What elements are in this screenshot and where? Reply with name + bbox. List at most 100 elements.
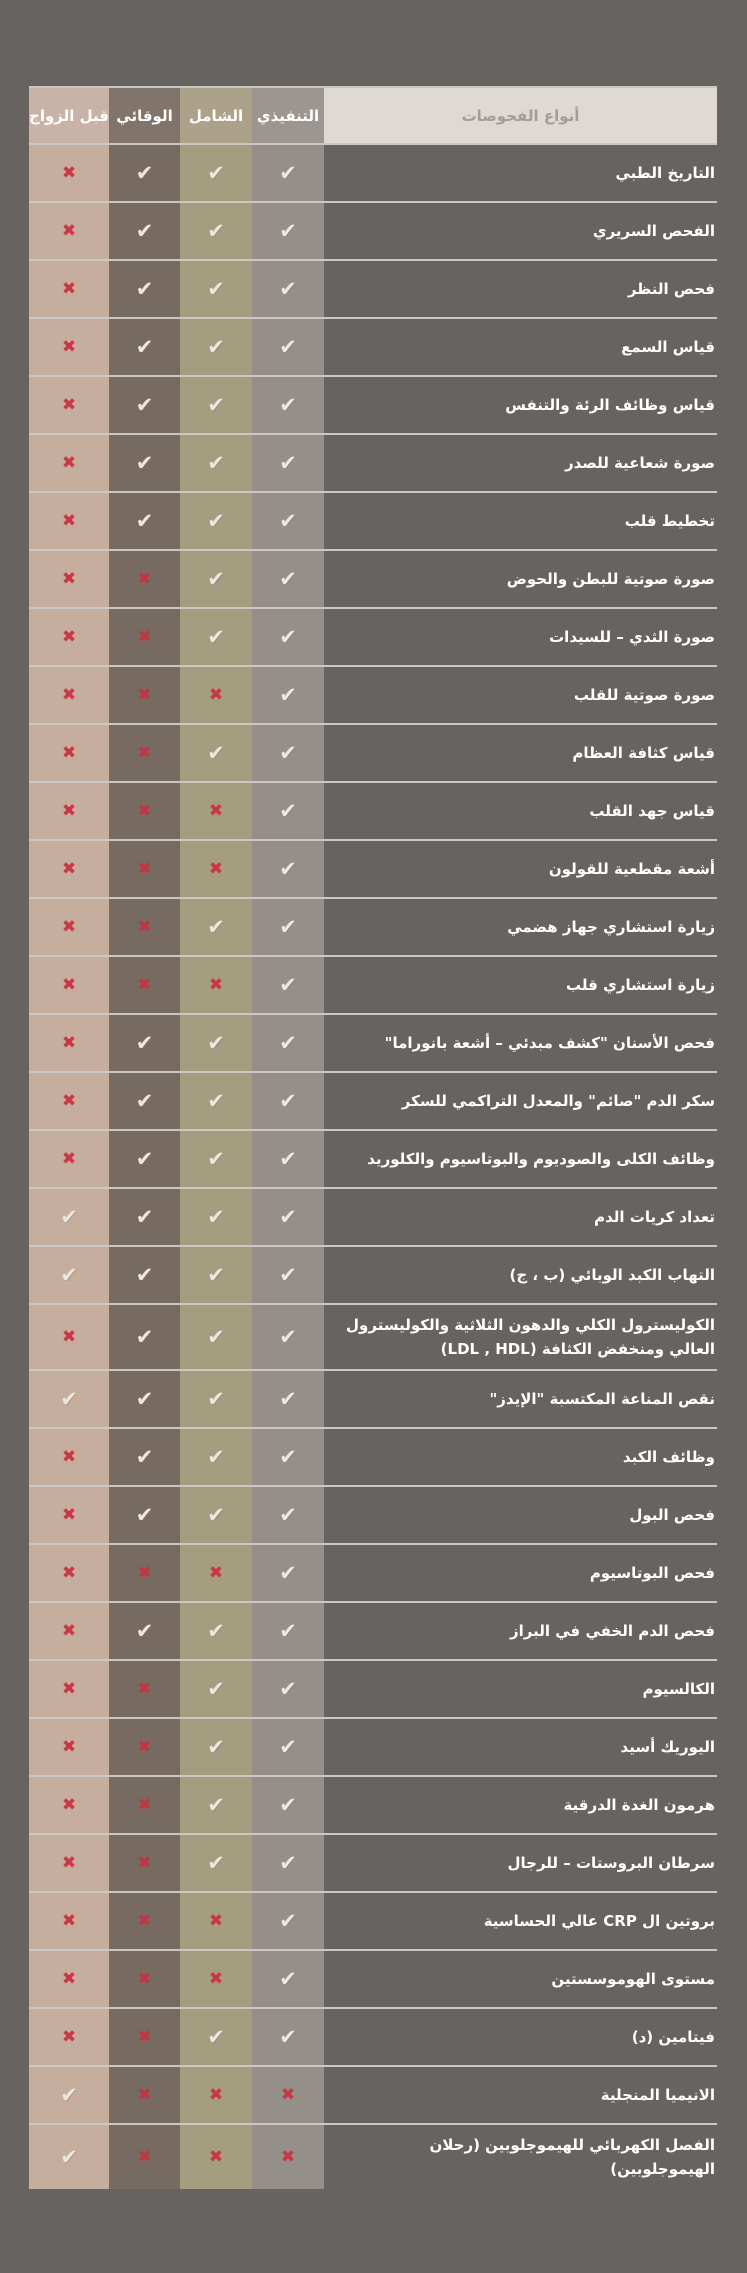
cell-comprehensive: ✖ (180, 841, 252, 897)
test-name: صورة صوتية للقلب (573, 686, 715, 704)
table-row: وظائف الكلى والصوديوم والبوتاسيوم والكلو… (29, 1129, 717, 1187)
check-icon: ✔ (279, 1618, 297, 1643)
check-icon: ✔ (207, 1204, 225, 1229)
table-row: قياس كثافة العظام ✔ ✔ ✖ ✖ (29, 723, 717, 781)
x-icon: ✖ (61, 1910, 77, 1931)
check-icon: ✔ (279, 1502, 297, 1527)
check-icon: ✔ (207, 160, 225, 185)
x-icon: ✖ (137, 684, 152, 705)
cell-preventive: ✖ (109, 667, 180, 723)
cell-executive: ✔ (252, 1487, 324, 1543)
table-row: مستوى الهوموسستين ✔ ✖ ✖ ✖ (29, 1949, 717, 2007)
x-icon: ✖ (61, 1678, 77, 1699)
check-icon: ✔ (279, 508, 297, 533)
test-name: فحص البول (629, 1506, 715, 1524)
x-icon: ✖ (61, 1090, 77, 1111)
test-name: قياس وظائف الرئة والتنفس (505, 396, 715, 414)
cell-executive: ✔ (252, 1429, 324, 1485)
cell-executive: ✔ (252, 1247, 324, 1303)
table-row: تخطيط قلب ✔ ✔ ✔ ✖ (29, 491, 717, 549)
cell-premarital: ✖ (29, 1429, 109, 1485)
test-name: صورة الثدي – للسيدات (549, 628, 715, 646)
cell-executive: ✔ (252, 377, 324, 433)
x-icon: ✖ (61, 1852, 77, 1873)
cell-preventive: ✔ (109, 319, 180, 375)
column-header-comprehensive: الشامل (180, 88, 252, 143)
x-icon: ✖ (61, 162, 77, 183)
cell-comprehensive: ✔ (180, 145, 252, 201)
cell-premarital: ✖ (29, 1951, 109, 2007)
cell-preventive: ✔ (109, 435, 180, 491)
cell-executive: ✔ (252, 841, 324, 897)
check-icon: ✔ (279, 682, 297, 707)
table-row: وظائف الكبد ✔ ✔ ✔ ✖ (29, 1427, 717, 1485)
cell-comprehensive: ✔ (180, 203, 252, 259)
check-icon: ✔ (135, 218, 154, 243)
test-name: وظائف الكلى والصوديوم والبوتاسيوم والكلو… (367, 1150, 715, 1168)
table-row: قياس وظائف الرئة والتنفس ✔ ✔ ✔ ✖ (29, 375, 717, 433)
x-icon: ✖ (61, 1032, 77, 1053)
table-row: صورة شعاعية للصدر ✔ ✔ ✔ ✖ (29, 433, 717, 491)
column-header-preventive: الوقائي (109, 88, 180, 143)
cell-comprehensive: ✔ (180, 377, 252, 433)
cell-comprehensive: ✔ (180, 1305, 252, 1369)
cell-preventive: ✖ (109, 783, 180, 839)
table-row: صورة صوتية للقلب ✔ ✖ ✖ ✖ (29, 665, 717, 723)
table-row: فحص البوتاسيوم ✔ ✖ ✖ ✖ (29, 1543, 717, 1601)
check-icon: ✔ (60, 1262, 78, 1287)
check-icon: ✔ (279, 798, 297, 823)
x-icon: ✖ (137, 626, 152, 647)
cell-premarital: ✔ (29, 2125, 109, 2189)
x-icon: ✖ (61, 1446, 77, 1467)
check-icon: ✔ (279, 1792, 297, 1817)
x-icon: ✖ (61, 858, 77, 879)
x-icon: ✖ (137, 858, 152, 879)
table-row: سكر الدم "صائم" والمعدل التراكمي للسكر ✔ ✔… (29, 1071, 717, 1129)
check-icon: ✔ (135, 1030, 154, 1055)
cell-preventive: ✔ (109, 203, 180, 259)
x-icon: ✖ (137, 974, 152, 995)
x-icon: ✖ (61, 1736, 77, 1757)
table-row: فحص البول ✔ ✔ ✔ ✖ (29, 1485, 717, 1543)
check-icon: ✔ (207, 1030, 225, 1055)
test-name: قياس كثافة العظام (572, 744, 715, 762)
table-row: فحص الأسنان "كشف مبدئي – أشعة بانوراما" ✔… (29, 1013, 717, 1071)
cell-preventive: ✖ (109, 725, 180, 781)
table-row: الفصل الكهربائي للهيموجلوبين (رحلان الهي… (29, 2123, 717, 2189)
cell-premarital: ✔ (29, 1247, 109, 1303)
check-icon: ✔ (135, 1618, 154, 1643)
table-row: صورة صوتية للبطن والحوض ✔ ✔ ✖ ✖ (29, 549, 717, 607)
check-icon: ✔ (207, 1386, 225, 1411)
x-icon: ✖ (208, 1968, 224, 1989)
test-name: هرمون الغدة الدرقية (563, 1796, 715, 1814)
x-icon: ✖ (208, 800, 224, 821)
test-name: قياس جهد القلب (589, 802, 715, 820)
check-icon: ✔ (207, 392, 225, 417)
cell-executive: ✖ (252, 2125, 324, 2189)
test-name: مستوى الهوموسستين (551, 1970, 715, 1988)
x-icon: ✖ (280, 2084, 296, 2105)
cell-comprehensive: ✖ (180, 783, 252, 839)
check-icon: ✔ (207, 624, 225, 649)
test-name: صورة شعاعية للصدر (565, 454, 715, 472)
cell-premarital: ✖ (29, 783, 109, 839)
check-icon: ✔ (279, 1734, 297, 1759)
x-icon: ✖ (61, 1620, 77, 1641)
cell-preventive: ✖ (109, 2125, 180, 2189)
check-icon: ✔ (279, 914, 297, 939)
cell-premarital: ✖ (29, 1305, 109, 1369)
cell-premarital: ✖ (29, 1893, 109, 1949)
cell-executive: ✔ (252, 2009, 324, 2065)
check-icon: ✔ (135, 1444, 154, 1469)
cell-preventive: ✖ (109, 2067, 180, 2123)
cell-preventive: ✔ (109, 1603, 180, 1659)
cell-premarital: ✖ (29, 493, 109, 549)
cell-comprehensive: ✔ (180, 1777, 252, 1833)
x-icon: ✖ (137, 742, 152, 763)
check-icon: ✔ (207, 334, 225, 359)
cell-executive: ✔ (252, 1073, 324, 1129)
cell-comprehensive: ✔ (180, 1719, 252, 1775)
table-row: التهاب الكبد الوبائي (ب ، ج) ✔ ✔ ✔ ✔ (29, 1245, 717, 1303)
cell-executive: ✔ (252, 1951, 324, 2007)
cell-premarital: ✖ (29, 377, 109, 433)
